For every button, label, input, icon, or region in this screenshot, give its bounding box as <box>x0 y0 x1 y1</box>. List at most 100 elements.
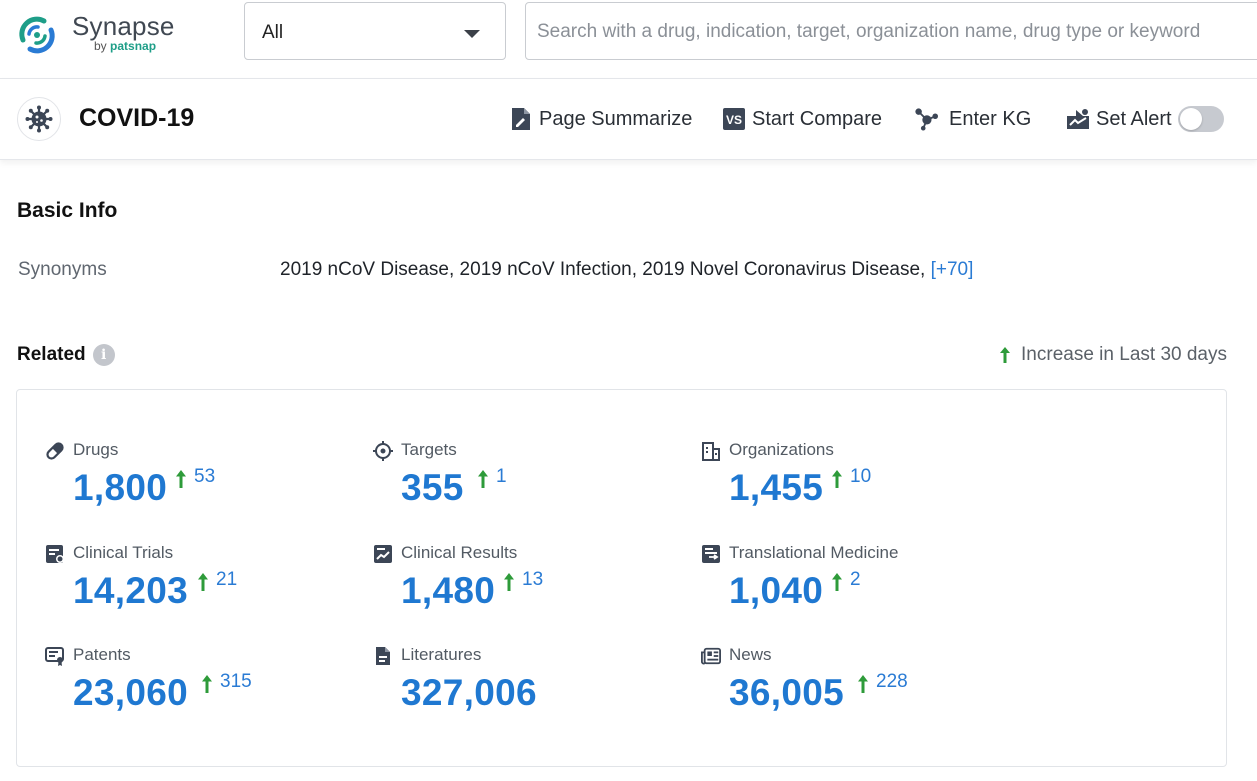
page-summarize-button[interactable]: Page Summarize <box>509 106 692 132</box>
pill-icon <box>45 441 65 461</box>
search-scope-value: All <box>262 22 283 44</box>
related-heading: Related i <box>17 344 115 366</box>
stat-delta: 315 <box>201 671 252 694</box>
brand-by: by <box>94 39 110 53</box>
start-compare-label: Start Compare <box>752 108 882 131</box>
stat-drugs[interactable]: Drugs 1,800 53 <box>45 440 345 520</box>
stat-count[interactable]: 14,203 <box>73 570 188 612</box>
stat-translational-medicine[interactable]: Translational Medicine 1,040 2 <box>701 543 1001 623</box>
arrow-up-icon <box>477 469 489 489</box>
stat-delta: 228 <box>857 671 908 694</box>
document-icon <box>373 646 393 666</box>
stat-delta: 1 <box>477 466 507 489</box>
stat-targets[interactable]: Targets 355 1 <box>373 440 673 520</box>
enter-kg-label: Enter KG <box>949 108 1031 131</box>
arrow-up-icon <box>503 572 515 592</box>
legend-text: Increase in Last 30 days <box>1021 344 1227 366</box>
caret-down-icon <box>464 30 480 38</box>
search-scope-select[interactable]: All <box>244 2 506 60</box>
delta-number: 228 <box>876 671 908 693</box>
arrow-up-icon <box>175 469 187 489</box>
delta-number: 13 <box>522 569 543 591</box>
brand-name: Synapse <box>72 11 175 42</box>
brand-by-name: patsnap <box>110 39 156 53</box>
clinical-trials-icon <box>45 544 65 564</box>
stat-delta: 13 <box>503 569 543 592</box>
set-alert-control[interactable]: Set Alert <box>1066 106 1224 132</box>
stat-organizations[interactable]: Organizations 1,455 10 <box>701 440 1001 520</box>
clinical-results-icon <box>373 544 393 564</box>
stat-label: News <box>729 645 772 665</box>
delta-number: 53 <box>194 466 215 488</box>
stat-clinical-trials[interactable]: Clinical Trials 14,203 21 <box>45 543 345 623</box>
arrow-up-icon <box>857 674 869 694</box>
stat-label: Patents <box>73 645 131 665</box>
stat-delta: 53 <box>175 466 215 489</box>
delta-number: 315 <box>220 671 252 693</box>
translational-medicine-icon <box>701 544 721 564</box>
target-icon <box>373 441 393 461</box>
stat-count[interactable]: 1,800 <box>73 467 167 509</box>
arrow-up-icon <box>831 572 843 592</box>
synonyms-label: Synonyms <box>18 259 107 281</box>
delta-number: 1 <box>496 466 507 488</box>
set-alert-toggle[interactable] <box>1178 106 1224 132</box>
stat-patents[interactable]: Patents 23,060 315 <box>45 645 345 725</box>
stat-label: Literatures <box>401 645 481 665</box>
stat-delta: 21 <box>197 569 237 592</box>
search-input[interactable] <box>537 18 1237 46</box>
info-icon[interactable]: i <box>93 344 115 366</box>
related-heading-text: Related <box>17 344 86 366</box>
stat-label: Translational Medicine <box>729 543 898 563</box>
stat-count[interactable]: 355 <box>401 467 464 509</box>
stat-count[interactable]: 1,455 <box>729 467 823 509</box>
page-summarize-label: Page Summarize <box>539 108 692 131</box>
increase-legend: Increase in Last 30 days <box>999 344 1227 366</box>
basic-info-heading: Basic Info <box>17 199 117 223</box>
stat-literatures[interactable]: Literatures 327,006 <box>373 645 673 725</box>
svg-text:VS: VS <box>726 113 742 127</box>
set-alert-label: Set Alert <box>1096 108 1172 131</box>
arrow-up-icon <box>999 346 1011 364</box>
search-box[interactable] <box>525 2 1257 60</box>
synonyms-text: 2019 nCoV Disease, 2019 nCoV Infection, … <box>280 259 925 280</box>
delta-number: 10 <box>850 466 871 488</box>
stat-label: Drugs <box>73 440 118 460</box>
stat-clinical-results[interactable]: Clinical Results 1,480 13 <box>373 543 673 623</box>
synapse-logo[interactable]: Synapse by patsnap <box>14 10 214 60</box>
stat-delta: 2 <box>831 569 861 592</box>
synonyms-value: 2019 nCoV Disease, 2019 nCoV Infection, … <box>280 259 973 281</box>
building-icon <box>701 441 721 461</box>
enter-kg-button[interactable]: Enter KG <box>914 106 1031 132</box>
arrow-up-icon <box>201 674 213 694</box>
toggle-knob <box>1180 108 1202 130</box>
stat-label: Targets <box>401 440 457 460</box>
stat-count[interactable]: 327,006 <box>401 672 537 714</box>
start-compare-button[interactable]: VS Start Compare <box>722 106 882 132</box>
top-header: Synapse by patsnap All <box>0 0 1257 79</box>
page-title-bar: COVID-19 Page Summarize VS Start Compare <box>0 79 1257 160</box>
stat-count[interactable]: 36,005 <box>729 672 844 714</box>
delta-number: 21 <box>216 569 237 591</box>
synapse-logo-icon <box>14 12 60 58</box>
patent-icon <box>45 646 65 666</box>
stat-delta: 10 <box>831 466 871 489</box>
arrow-up-icon <box>197 572 209 592</box>
stat-count[interactable]: 1,480 <box>401 570 495 612</box>
arrow-up-icon <box>831 469 843 489</box>
stat-label: Clinical Results <box>401 543 517 563</box>
stat-label: Clinical Trials <box>73 543 173 563</box>
synonyms-more-link[interactable]: [+70] <box>931 259 974 280</box>
virus-icon-graphic <box>25 105 53 133</box>
stat-label: Organizations <box>729 440 834 460</box>
stat-count[interactable]: 1,040 <box>729 570 823 612</box>
summarize-icon <box>509 107 533 131</box>
brand-byline: by patsnap <box>94 39 156 53</box>
alert-icon <box>1066 107 1090 131</box>
news-icon <box>701 646 721 666</box>
stat-count[interactable]: 23,060 <box>73 672 188 714</box>
page-title: COVID-19 <box>79 104 194 133</box>
related-stats-card: Drugs 1,800 53 Targets 355 1 Organizatio… <box>16 389 1227 767</box>
stat-news[interactable]: News 36,005 228 <box>701 645 1001 725</box>
knowledge-graph-icon <box>914 107 938 131</box>
